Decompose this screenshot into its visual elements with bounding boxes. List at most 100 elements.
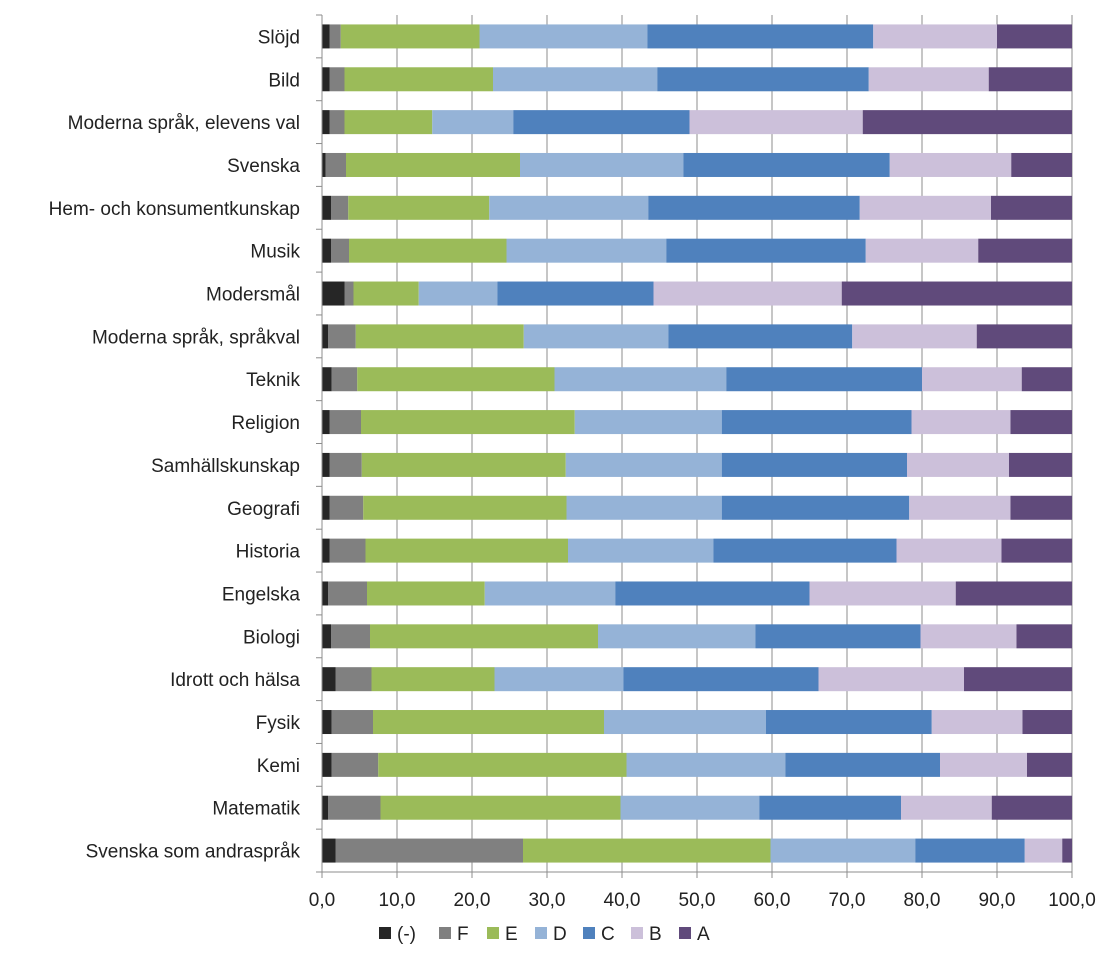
bar-segment-b — [868, 67, 989, 92]
bar-segment-d — [493, 67, 658, 92]
bar-segment-f — [331, 367, 358, 392]
bar-segment-b — [865, 238, 979, 263]
bar-segment-c — [615, 581, 810, 606]
x-tick-label: 60,0 — [754, 890, 791, 911]
legend-item: A — [679, 924, 710, 945]
bar-segment-c — [721, 410, 912, 435]
bar-segment-c — [657, 67, 869, 92]
bar-segment-a — [988, 67, 1072, 92]
bar-segment-b — [653, 281, 842, 306]
legend-swatch — [487, 927, 499, 939]
bar-segment-none — [322, 452, 330, 477]
legend-label: F — [457, 924, 469, 945]
x-tick-label: 10,0 — [379, 890, 416, 911]
category-label: Historia — [236, 542, 301, 563]
bar-segment-none — [322, 581, 328, 606]
bar-segment-e — [348, 195, 490, 220]
bar-segment-f — [331, 195, 349, 220]
bar-segment-a — [1010, 410, 1072, 435]
x-tick-labels: 0,0 10,0 20,0 30,0 40,0 50,0 60,0 70,0 80,0 90,0 1… — [309, 890, 1096, 911]
bar-segment-f — [328, 581, 367, 606]
bar-row — [322, 281, 1072, 306]
bar-segment-a — [964, 667, 1072, 692]
bar-segment-a — [1010, 495, 1072, 520]
legend-label: A — [697, 924, 710, 945]
legend-swatch — [679, 927, 691, 939]
legend-label: (-) — [397, 924, 416, 945]
bar-segment-c — [713, 538, 897, 563]
bar-segment-none — [322, 238, 331, 263]
bar-segment-f — [331, 238, 349, 263]
x-tick-label: 40,0 — [604, 890, 641, 911]
bar-row — [322, 538, 1072, 563]
bar-segment-a — [1001, 538, 1072, 563]
bar-row — [322, 324, 1072, 349]
bar-segment-d — [566, 495, 722, 520]
bar-segment-none — [322, 752, 332, 777]
bar-segment-f — [329, 24, 341, 49]
bar-segment-e — [371, 667, 495, 692]
bar-row — [322, 24, 1072, 49]
bar-segment-a — [997, 24, 1072, 49]
bar-segment-d — [418, 281, 498, 306]
bar-segment-f — [329, 410, 361, 435]
bar-row — [322, 410, 1072, 435]
bar-segment-d — [626, 752, 786, 777]
bar-segment-none — [322, 624, 331, 649]
bar-segment-f — [335, 838, 523, 863]
bar-segment-d — [506, 238, 667, 263]
bar-segment-b — [873, 24, 997, 49]
bar-segment-b — [909, 495, 1011, 520]
bar-segment-b — [920, 624, 1017, 649]
bar-segment-a — [976, 324, 1072, 349]
bar-segment-none — [322, 324, 328, 349]
bar-segment-b — [1024, 838, 1063, 863]
legend-swatch — [583, 927, 595, 939]
bar-row — [322, 795, 1072, 820]
bar-segment-d — [494, 667, 624, 692]
bar-segment-b — [896, 538, 1002, 563]
bar-segment-none — [322, 281, 345, 306]
bar-row — [322, 624, 1072, 649]
bar-segment-none — [322, 67, 330, 92]
bar-segment-e — [344, 67, 493, 92]
bar-segment-b — [818, 667, 964, 692]
bar-segment-b — [907, 452, 1009, 477]
category-label: Geografi — [227, 499, 300, 520]
bar-row — [322, 710, 1072, 735]
bar-segment-d — [568, 538, 714, 563]
bar-row — [322, 452, 1072, 477]
bar-segment-f — [331, 752, 379, 777]
legend: (-) F E D C B A — [379, 924, 710, 945]
bar-segment-a — [841, 281, 1072, 306]
bar-segment-c — [766, 710, 932, 735]
bar-segment-b — [901, 795, 992, 820]
bar-segment-f — [331, 624, 370, 649]
bar-segment-a — [1062, 838, 1072, 863]
bar-segment-e — [353, 281, 419, 306]
bar-segment-none — [322, 24, 330, 49]
gridlines — [396, 15, 1073, 872]
bar-segment-a — [1011, 152, 1072, 177]
category-label: Kemi — [257, 756, 300, 777]
bar-segment-c — [721, 495, 910, 520]
category-label: Samhällskunskap — [151, 456, 300, 477]
category-label: Svenska som andraspråk — [86, 842, 301, 863]
bar-segment-c — [726, 367, 922, 392]
x-tick-label: 20,0 — [454, 890, 491, 911]
bar-row — [322, 667, 1072, 692]
bar-row — [322, 195, 1072, 220]
bar-segment-d — [565, 452, 722, 477]
category-label: Moderna språk, språkval — [92, 327, 300, 348]
bar-segment-f — [329, 67, 345, 92]
bar-segment-none — [322, 110, 330, 135]
bar-segment-a — [1009, 452, 1072, 477]
legend-swatch — [631, 927, 643, 939]
bar-segment-a — [1021, 367, 1072, 392]
bar-segment-c — [623, 667, 819, 692]
bar-segment-b — [922, 367, 1022, 392]
bar-segment-b — [911, 410, 1011, 435]
legend-item: E — [487, 924, 518, 945]
category-label: Matematik — [212, 799, 300, 820]
